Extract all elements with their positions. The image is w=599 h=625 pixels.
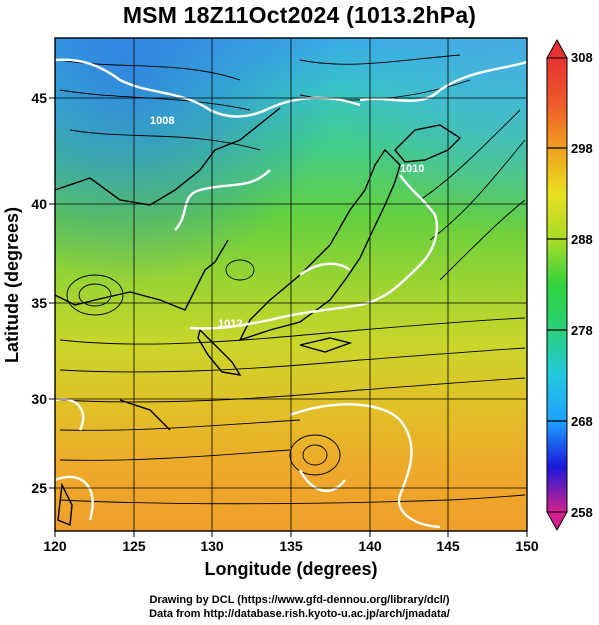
y-tick-marks [49,97,55,489]
colorbar-top-cap [546,38,568,59]
y-tick-labels: 45 40 35 30 25 [31,90,47,496]
lat-lon-grid [55,38,527,531]
contour-label: 1010 [400,163,424,175]
colorbar [546,38,568,532]
x-tick-label: 125 [122,538,146,554]
contour-label: 1012 [218,318,242,330]
colorbar-bottom-cap [546,511,568,532]
y-axis-label: Latitude (degrees) [2,207,22,363]
x-tick-label: 140 [358,538,382,554]
credit-data: Data from http://database.rish.kyoto-u.a… [149,608,450,620]
contour-labels: 1012 1010 1008 [150,115,424,330]
map-title: MSM 18Z11Oct2024 (1013.2hPa) [122,2,477,28]
x-tick-label: 135 [279,538,303,554]
isobar-contours [55,58,527,529]
colorbar-tick-labels: 308 298 288 278 268 258 [571,50,593,520]
y-tick-label: 45 [31,90,47,106]
x-tick-label: 130 [200,538,224,554]
x-tick-label: 120 [43,538,67,554]
contour-label: 1008 [150,115,174,127]
x-tick-labels: 120 125 130 135 140 145 150 [43,538,539,554]
y-tick-label: 30 [31,391,47,407]
colorbar-tick-label: 258 [571,505,593,520]
y-tick-label: 40 [31,196,47,212]
colorbar-tick-label: 308 [571,50,593,65]
colorbar-tick-label: 298 [571,141,593,156]
x-tick-marks [54,531,528,537]
x-axis-label: Longitude (degrees) [204,559,377,579]
x-tick-label: 150 [515,538,539,554]
colorbar-tick-label: 268 [571,414,593,429]
y-tick-label: 25 [31,480,47,496]
colorbar-tick-label: 288 [571,232,593,247]
coastlines [55,107,462,527]
colorbar-tick-label: 278 [571,323,593,338]
y-tick-label: 35 [31,295,47,311]
credit-drawing: Drawing by DCL (https://www.gfd-dennou.o… [149,594,450,606]
x-tick-label: 145 [436,538,460,554]
